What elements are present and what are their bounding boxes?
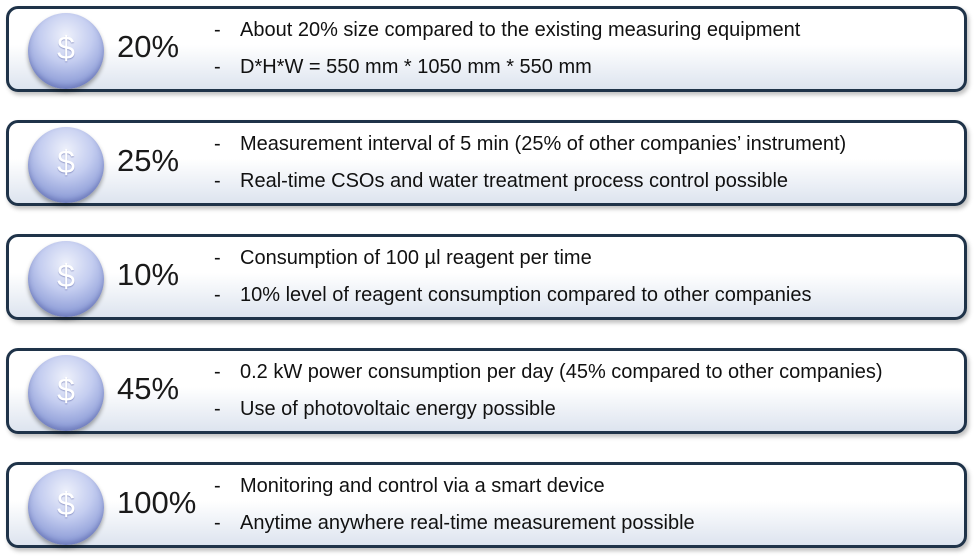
bullet-text: Monitoring and control via a smart devic… — [240, 475, 605, 497]
bullet-dash: - — [214, 512, 221, 534]
dollar-sign: $ — [57, 30, 75, 66]
bullet-dash: - — [214, 170, 221, 192]
bullet-line: - D*H*W = 550 mm * 1050 mm * 550 mm — [214, 56, 592, 79]
bullet-dash: - — [214, 19, 221, 41]
bullet-text: About 20% size compared to the existing … — [240, 19, 801, 41]
card-power: $ 45% -0.2 kW power consumption per day … — [6, 348, 967, 434]
percent-value: 20% — [117, 29, 180, 64]
bullet-dash: - — [214, 56, 221, 78]
dollar-coin-icon: $ — [28, 469, 104, 545]
card-size: $ 20% - About 20% size compared to the ex… — [6, 6, 967, 92]
bullet-text: Consumption of 100 µl reagent per time — [240, 247, 592, 269]
bullet-line: - Consumption of 100 µl reagent per time — [214, 247, 592, 270]
dollar-coin-icon: $ — [28, 127, 104, 203]
bullet-dash: - — [214, 247, 221, 269]
bullet-text: Anytime anywhere real-time measurement p… — [240, 512, 695, 534]
bullet-dash: - — [214, 361, 221, 383]
bullet-line: - Anytime anywhere real-time measurement … — [214, 512, 695, 535]
bullet-line: - Measurement interval of 5 min (25% of o… — [214, 133, 846, 156]
bullet-line: -10% level of reagent consumption compar… — [214, 284, 811, 307]
dollar-sign: $ — [57, 372, 75, 408]
bullet-dash: - — [214, 398, 221, 420]
card-monitoring: $ 100% - Monitoring and control via a sma… — [6, 462, 967, 548]
dollar-coin-icon: $ — [28, 241, 104, 317]
dollar-sign: $ — [57, 486, 75, 522]
percent-value: 10% — [117, 257, 180, 292]
card-interval: $ 25% - Measurement interval of 5 min (25… — [6, 120, 967, 206]
bullet-line: -0.2 kW power consumption per day (45% c… — [214, 361, 883, 384]
bullet-text: 0.2 kW power consumption per day (45% co… — [240, 361, 883, 383]
bullet-line: - Real-time CSOs and water treatment proc… — [214, 170, 788, 193]
percent-value: 25% — [117, 143, 180, 178]
bullet-line: - Monitoring and control via a smart devi… — [214, 475, 605, 498]
bullet-line: - About 20% size compared to the existing… — [214, 19, 800, 42]
card-reagent: $ 10% - Consumption of 100 µl reagent per… — [6, 234, 967, 320]
bullet-text: Use of photovoltaic energy possible — [240, 398, 556, 420]
bullet-dash: - — [214, 133, 221, 155]
dollar-sign: $ — [57, 258, 75, 294]
bullet-dash: - — [214, 284, 221, 306]
bullet-line: - Use of photovoltaic energy possible — [214, 398, 556, 421]
dollar-sign: $ — [57, 144, 75, 180]
percent-value: 45% — [117, 371, 180, 406]
bullet-text: 10% level of reagent consumption compare… — [240, 284, 812, 306]
percent-value: 100% — [117, 485, 197, 520]
dollar-coin-icon: $ — [28, 355, 104, 431]
bullet-text: D*H*W = 550 mm * 1050 mm * 550 mm — [240, 56, 592, 78]
dollar-coin-icon: $ — [28, 13, 104, 89]
bullet-text: Real-time CSOs and water treatment proce… — [240, 170, 789, 192]
bullet-dash: - — [214, 475, 221, 497]
bullet-text: Measurement interval of 5 min (25% of ot… — [240, 133, 847, 155]
